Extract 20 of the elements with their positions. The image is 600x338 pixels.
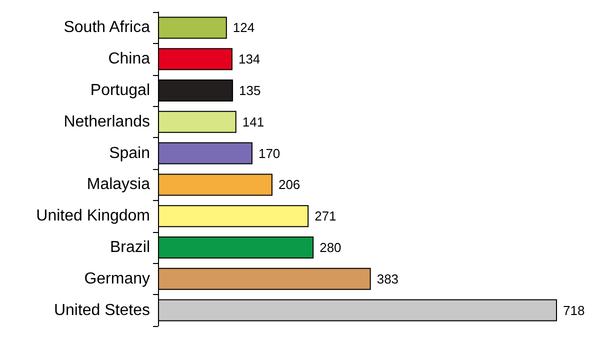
y-tick-label: Germany	[84, 270, 150, 288]
data-label: 170	[258, 146, 280, 161]
y-tick-label: Spain	[109, 144, 150, 162]
y-tick-label: South Africa	[64, 19, 150, 36]
data-label: 206	[278, 177, 300, 192]
data-label: 141	[242, 114, 264, 130]
y-tick-label: Malaysia	[86, 176, 150, 194]
data-label: 280	[320, 240, 342, 255]
data-label: 383	[376, 271, 399, 286]
data-label: 135	[239, 83, 261, 98]
y-tick-label: United Stetes	[54, 302, 150, 319]
y-tick-label: Netherlands	[64, 113, 150, 130]
y-tick-label: Portugal	[90, 82, 150, 99]
data-label: 134	[238, 52, 260, 67]
data-label: 718	[563, 302, 585, 318]
y-tick-label: United Kingdom	[36, 208, 150, 225]
data-label: 124	[232, 20, 255, 36]
y-tick-label: China	[108, 50, 150, 68]
y-tick-label: Brazil	[110, 239, 150, 256]
data-label: 271	[314, 208, 336, 224]
